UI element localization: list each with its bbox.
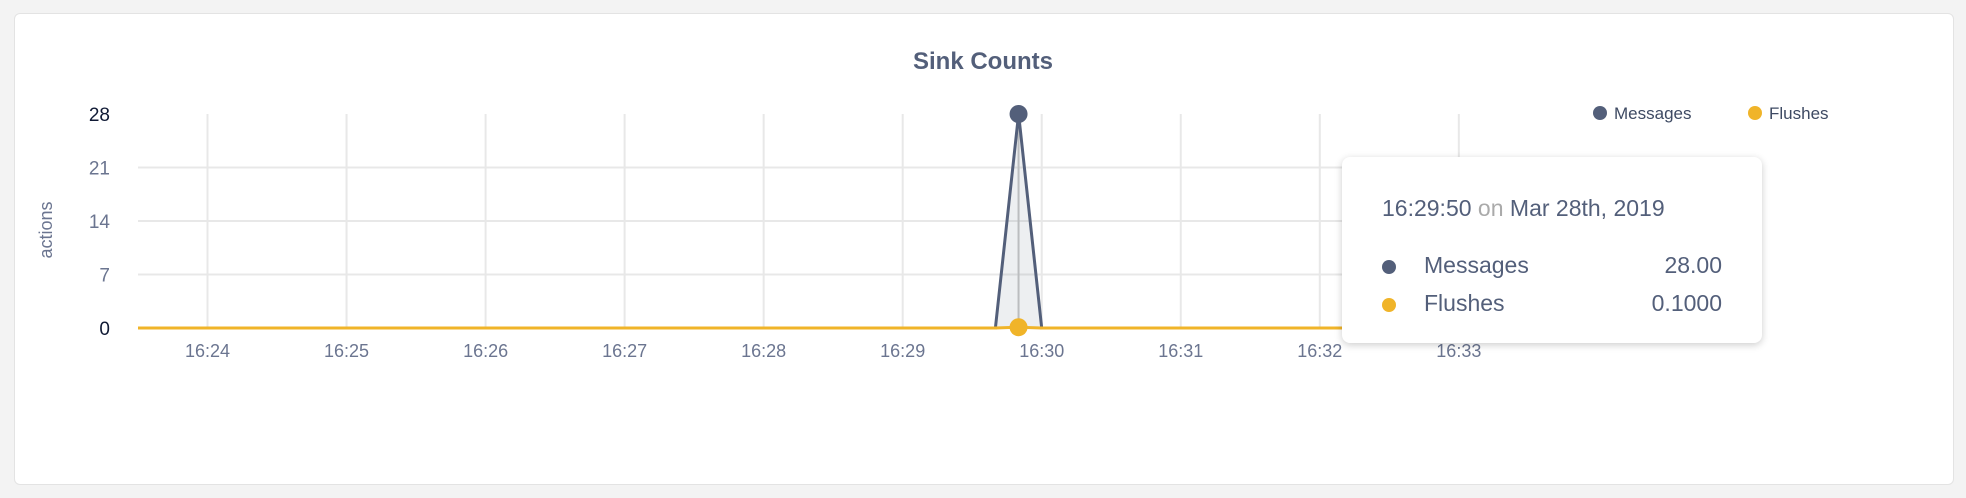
y-tick-label: 0 — [99, 319, 110, 340]
tooltip-on: on — [1477, 195, 1504, 221]
legend-messages-dot-icon — [1593, 106, 1607, 120]
tooltip-value: 0.1000 — [1651, 290, 1722, 316]
y-tick-label: 7 — [99, 266, 110, 287]
x-tick-label: 16:33 — [1436, 341, 1481, 361]
hover-point-flushes — [1009, 318, 1028, 337]
series-line-flushes — [138, 325, 1482, 330]
tooltip-date: Mar 28th, 2019 — [1509, 195, 1665, 221]
x-tick-label: 16:28 — [741, 341, 786, 361]
y-axis-label: actions — [36, 201, 56, 258]
tooltip-time: 16:29:50 — [1382, 195, 1472, 221]
y-tick-label: 21 — [89, 159, 110, 180]
legend-messages-label: Messages — [1614, 104, 1691, 123]
flushes-dot-icon — [1382, 297, 1396, 312]
tooltip-value: 28.00 — [1664, 252, 1722, 278]
x-tick-label: 16:26 — [463, 341, 508, 361]
x-tick-label: 16:32 — [1297, 341, 1342, 361]
legend-flushes-dot-icon — [1748, 106, 1762, 120]
messages-dot-icon — [1382, 259, 1396, 274]
x-tick-label: 16:27 — [602, 341, 647, 361]
x-tick-label: 16:25 — [324, 341, 369, 361]
tooltip-timestamp: 16:29:50 on Mar 28th, 2019 — [1382, 195, 1665, 222]
chart-tooltip: 16:29:50 on Mar 28th, 2019 Messages 28.0… — [1342, 157, 1762, 343]
x-tick-label: 16:30 — [1019, 341, 1064, 361]
x-tick-label: 16:29 — [880, 341, 925, 361]
legend-flushes-label: Flushes — [1769, 104, 1829, 123]
x-tick-label: 16:24 — [185, 341, 230, 361]
hover-point-messages — [1009, 105, 1028, 123]
tooltip-row-flushes: Flushes 0.1000 — [1382, 290, 1722, 317]
y-tick-label: 14 — [89, 212, 111, 233]
chart-title: Sink Counts — [912, 48, 1053, 75]
y-tick-label: 28 — [89, 105, 110, 126]
tooltip-row-messages: Messages 28.00 — [1382, 252, 1722, 279]
x-tick-label: 16:31 — [1158, 341, 1203, 361]
